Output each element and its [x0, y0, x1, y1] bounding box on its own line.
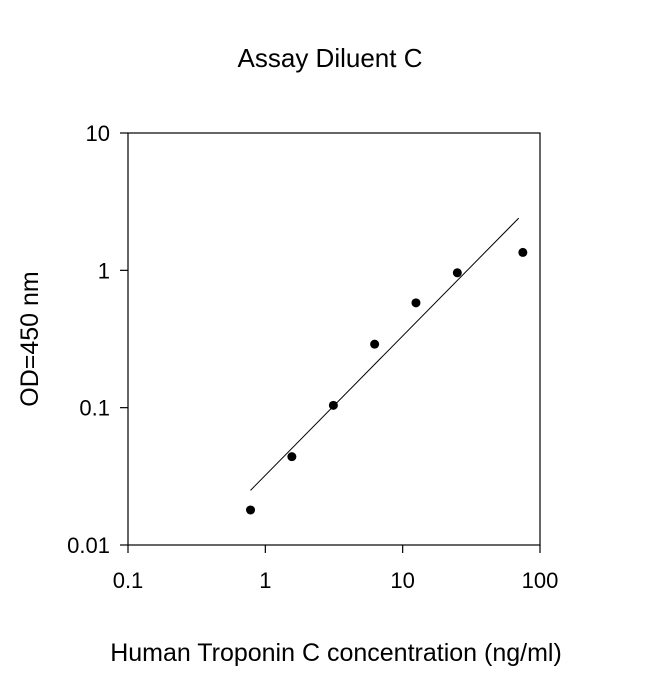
y-tick-label: 1	[98, 258, 110, 283]
data-point	[246, 505, 256, 515]
x-axis-title: Human Troponin C concentration (ng/ml)	[110, 639, 562, 667]
fit-line	[250, 217, 520, 491]
y-axis-tick-labels: 0.01 0.1 1 10	[67, 121, 110, 558]
y-tick-label: 0.01	[67, 533, 110, 558]
data-point	[452, 268, 462, 278]
plot-frame	[127, 132, 541, 546]
data-point	[287, 452, 297, 462]
x-tick-label: 1	[259, 568, 271, 593]
x-axis-ticks	[127, 545, 541, 553]
y-tick-label: 0.1	[79, 396, 110, 421]
x-tick-label: 100	[522, 568, 559, 593]
data-point	[518, 247, 528, 257]
data-point	[328, 400, 338, 410]
data-point	[370, 339, 380, 349]
y-tick-label: 10	[86, 121, 110, 146]
y-axis-title: OD=450 nm	[16, 271, 44, 407]
data-point	[411, 298, 421, 308]
data-points	[246, 247, 528, 515]
x-tick-label: 0.1	[113, 568, 144, 593]
x-tick-label: 10	[390, 568, 414, 593]
chart-title: Assay Diluent C	[238, 43, 423, 73]
x-axis-tick-labels: 0.1 1 10 100	[113, 568, 559, 593]
y-axis-ticks	[120, 132, 128, 546]
